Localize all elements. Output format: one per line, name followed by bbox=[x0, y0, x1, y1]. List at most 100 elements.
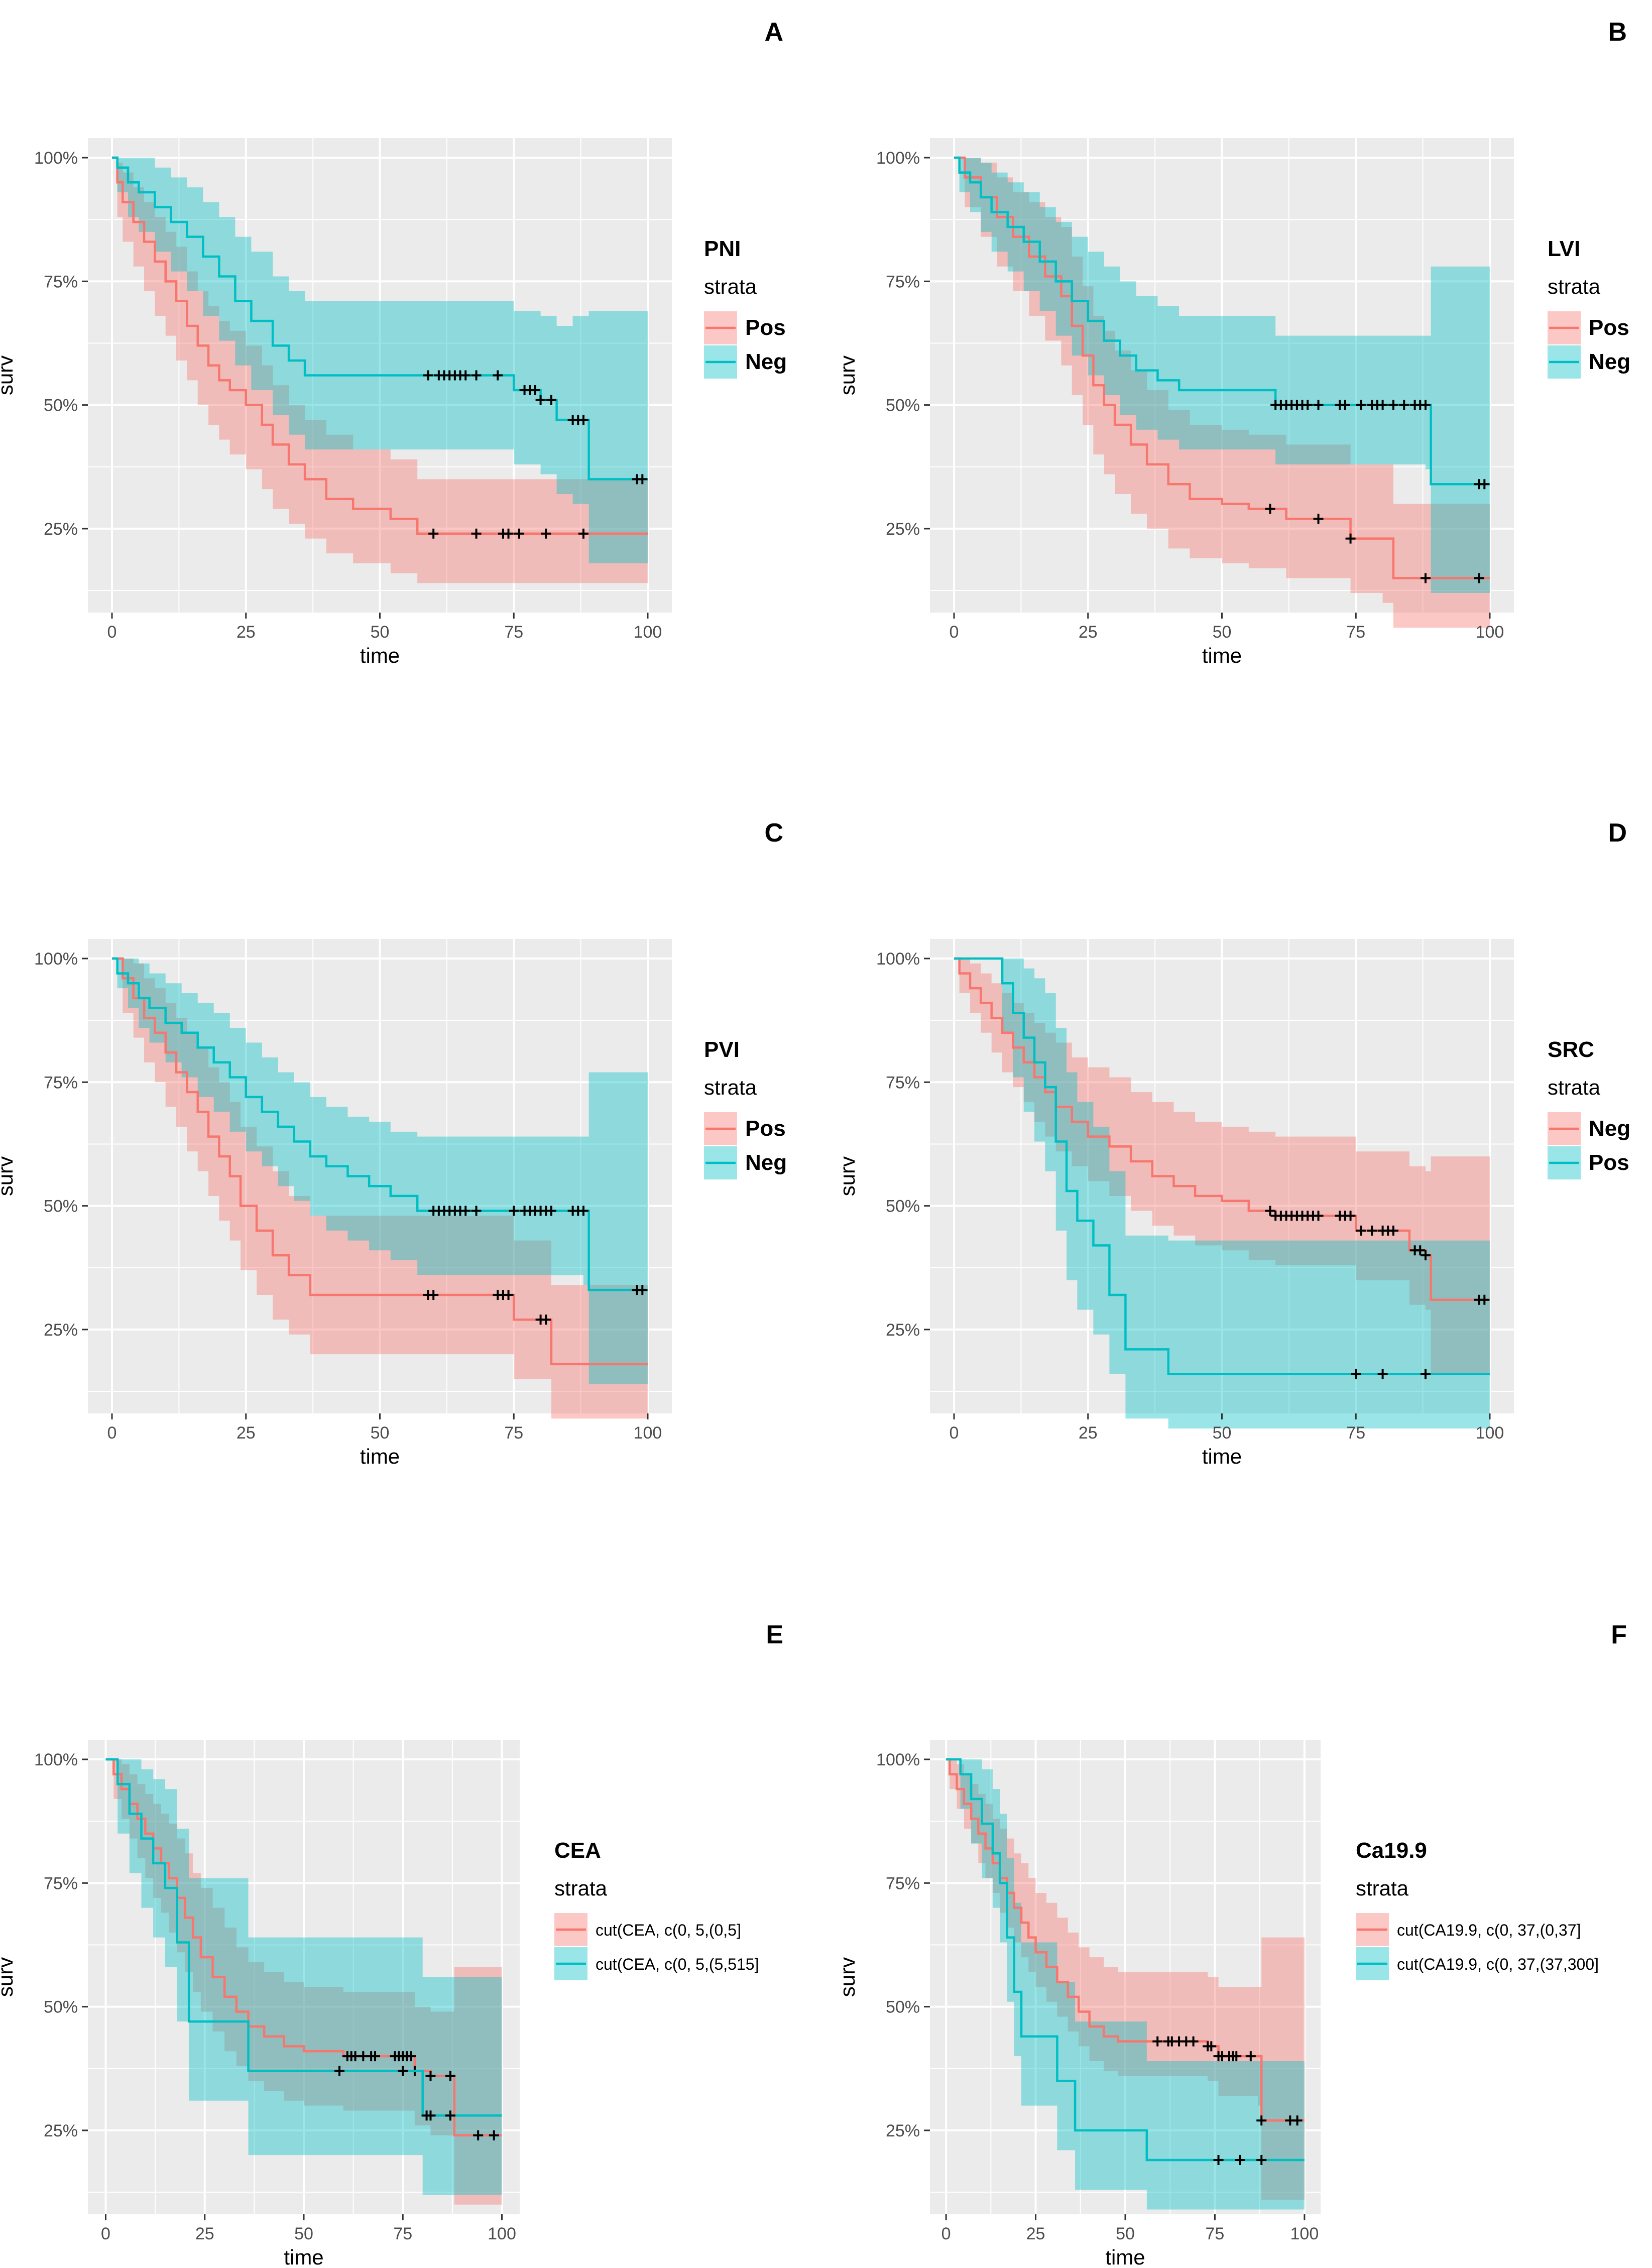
censor-mark bbox=[1399, 400, 1409, 410]
x-tick-label: 50 bbox=[371, 1423, 390, 1443]
x-tick-label: 50 bbox=[371, 623, 390, 642]
censor-marks bbox=[1152, 2036, 1303, 2126]
legend-title: Ca19.9 bbox=[1356, 1838, 1427, 1863]
censor-mark bbox=[530, 385, 540, 396]
censor-mark bbox=[637, 1285, 648, 1295]
censor-marks bbox=[1265, 1206, 1490, 1305]
x-tick-label: 25 bbox=[1079, 623, 1098, 642]
ci-ribbon-series2 bbox=[954, 158, 1490, 593]
legend-label: Neg bbox=[745, 349, 787, 374]
censor-mark bbox=[637, 474, 648, 485]
censor-mark bbox=[1479, 1294, 1490, 1305]
censor-mark bbox=[546, 395, 556, 405]
censor-marks bbox=[428, 1206, 648, 1295]
censor-mark bbox=[1420, 400, 1431, 410]
y-tick-label: 25% bbox=[44, 2121, 78, 2140]
x-tick-label: 0 bbox=[941, 2224, 951, 2243]
x-tick-label: 100 bbox=[1290, 2224, 1319, 2243]
legend-subtitle: strata bbox=[1356, 1876, 1409, 1900]
gridlines bbox=[930, 138, 1514, 613]
gridlines bbox=[88, 939, 672, 1413]
survival-curve-series1 bbox=[946, 1758, 1305, 2122]
censor-mark bbox=[1377, 400, 1388, 410]
censor-mark bbox=[1152, 2036, 1163, 2047]
censor-mark bbox=[460, 1206, 471, 1216]
panel-d: D 0 25 50 75 100 25% 50% 75% 100% time surv SRC strat… bbox=[836, 818, 1630, 1468]
survival-curve-series2 bbox=[954, 957, 1490, 1375]
censor-mark bbox=[509, 1206, 519, 1216]
x-tick-label: 50 bbox=[1116, 2224, 1135, 2243]
x-axis-title: time bbox=[1105, 2245, 1145, 2268]
x-tick-label: 100 bbox=[1476, 623, 1504, 642]
y-tick-label: 75% bbox=[886, 1874, 920, 1893]
censor-mark bbox=[1265, 1206, 1275, 1216]
censor-marks bbox=[1265, 504, 1484, 583]
ci-ribbon-series2 bbox=[112, 959, 648, 1384]
x-tick-label: 75 bbox=[1346, 623, 1365, 642]
censor-mark bbox=[503, 1289, 514, 1300]
censor-mark bbox=[493, 370, 503, 381]
censor-mark bbox=[1479, 479, 1490, 490]
legend-title: LVI bbox=[1548, 236, 1580, 261]
x-tick-label: 0 bbox=[107, 1423, 117, 1443]
censor-mark bbox=[541, 1315, 551, 1325]
survival-curve-series2 bbox=[954, 156, 1490, 486]
legend-label: Pos bbox=[1589, 315, 1629, 340]
censor-mark bbox=[514, 528, 524, 539]
censor-mark bbox=[1420, 573, 1431, 583]
y-tick-label: 25% bbox=[44, 520, 78, 539]
legend-label: Pos bbox=[745, 1116, 786, 1141]
legend-subtitle: strata bbox=[1548, 275, 1601, 298]
censor-mark bbox=[1213, 2155, 1224, 2166]
legend-label: Neg bbox=[1589, 349, 1630, 374]
gridlines bbox=[930, 1740, 1321, 2214]
panel-f: F 0 25 50 75 100 25% 50% 75% 100% time surv Ca19.9 st… bbox=[836, 1620, 1627, 2268]
x-axis-title: time bbox=[1202, 1445, 1242, 1468]
legend-label: Neg bbox=[1589, 1116, 1630, 1141]
censor-mark bbox=[428, 528, 439, 539]
x-tick-label: 0 bbox=[950, 623, 959, 642]
censor-marks bbox=[1351, 1369, 1431, 1379]
y-tick-label: 75% bbox=[886, 1073, 920, 1092]
censor-marks bbox=[423, 370, 648, 485]
y-tick-label: 100% bbox=[876, 1750, 920, 1769]
censor-mark bbox=[1388, 400, 1398, 410]
y-tick-label: 75% bbox=[44, 272, 78, 291]
ci-ribbon-series1 bbox=[105, 1759, 502, 2205]
x-tick-label: 50 bbox=[1213, 623, 1232, 642]
censor-mark bbox=[473, 2130, 484, 2140]
y-tick-label: 50% bbox=[44, 1197, 78, 1216]
legend-title: PVI bbox=[704, 1037, 740, 1062]
ci-ribbon-series1 bbox=[954, 959, 1490, 1374]
gridlines bbox=[930, 939, 1514, 1413]
ci-ribbon-series2 bbox=[946, 1759, 1305, 2210]
x-tick-label: 75 bbox=[393, 2224, 412, 2243]
x-tick-label: 75 bbox=[504, 623, 523, 642]
panel-letter: F bbox=[1611, 1620, 1627, 1649]
panel-letter: D bbox=[1608, 818, 1627, 848]
panel-c: C 0 25 50 75 100 25% 50% 75% 100% time surv PVI strat… bbox=[0, 818, 787, 1468]
censor-mark bbox=[1313, 1211, 1324, 1221]
y-tick-label: 50% bbox=[886, 1197, 920, 1216]
ci-ribbon-series1 bbox=[946, 1759, 1305, 2200]
legend-subtitle: strata bbox=[704, 1076, 757, 1099]
x-tick-label: 0 bbox=[950, 1423, 959, 1443]
censor-mark bbox=[423, 370, 433, 381]
censor-mark bbox=[1474, 573, 1484, 583]
x-tick-label: 0 bbox=[107, 623, 117, 642]
censor-mark bbox=[578, 1206, 588, 1216]
y-axis-title: surv bbox=[836, 1957, 859, 1997]
y-tick-label: 50% bbox=[886, 396, 920, 415]
x-axis-title: time bbox=[360, 644, 400, 667]
y-tick-label: 75% bbox=[44, 1874, 78, 1893]
censor-mark bbox=[425, 2110, 436, 2121]
x-tick-label: 75 bbox=[1206, 2224, 1225, 2243]
censor-mark bbox=[546, 1206, 556, 1216]
x-tick-label: 25 bbox=[1079, 1423, 1098, 1443]
y-tick-label: 75% bbox=[44, 1073, 78, 1092]
legend-title: CEA bbox=[554, 1838, 601, 1863]
legend-title: SRC bbox=[1548, 1037, 1594, 1062]
ci-ribbon-series2 bbox=[954, 959, 1490, 1428]
panel-letter: E bbox=[766, 1620, 783, 1649]
legend-title: PNI bbox=[704, 236, 741, 261]
